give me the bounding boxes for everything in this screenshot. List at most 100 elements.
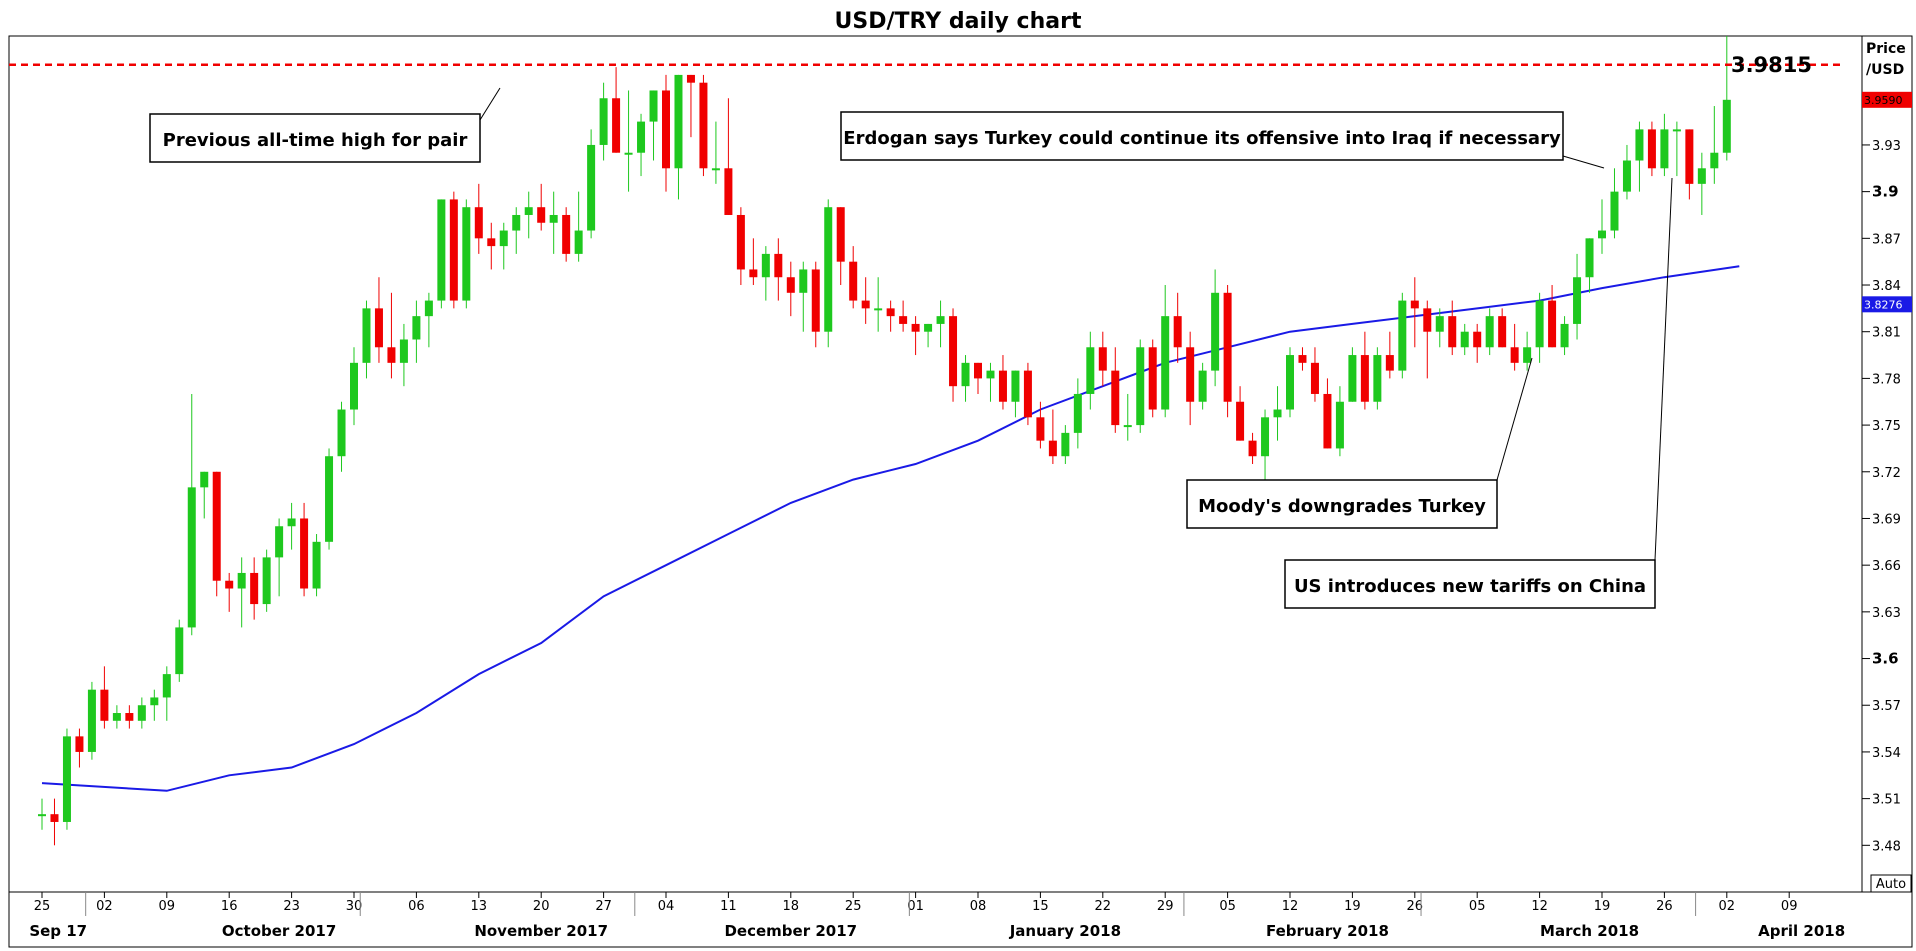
candle-body [175,627,184,675]
candle-body [362,308,371,363]
x-tick-label: 27 [595,899,612,914]
candle-body [1610,191,1619,231]
y-tick-label: 3.66 [1872,559,1901,574]
candle-body [1086,347,1095,394]
x-tick-label: 26 [1407,899,1424,914]
x-tick-label: 19 [1594,899,1611,914]
x-month-label: March 2018 [1540,922,1639,940]
annotation-erdogan-text: Erdogan says Turkey could continue its o… [843,128,1561,149]
candle-body [574,230,583,254]
x-month-label: January 2018 [1009,922,1121,940]
candle-body [237,572,246,589]
y-tick-label: 3.54 [1872,746,1901,761]
candle-body [1685,129,1694,184]
candle-body [1485,316,1494,348]
candle-body [62,736,71,822]
candle-body [162,674,171,698]
candle-body [724,168,733,215]
x-tick-label: 16 [221,899,238,914]
candle-body [1223,292,1232,402]
x-month-label: April 2018 [1758,922,1845,940]
candle-body [424,300,433,317]
candle-body [1136,347,1145,426]
candle-body [699,82,708,169]
candle-body [1335,401,1344,449]
candle-body [537,207,546,223]
y-tick-label: 3.87 [1872,232,1901,247]
candle-body [225,580,234,589]
y-tick-label: 3.84 [1872,279,1901,294]
candle-body [1261,417,1270,457]
candle-body [1573,277,1582,324]
annotation-ath-text: Previous all-time high for pair [163,130,468,151]
candle-body [1622,160,1631,192]
candle-body [899,316,908,324]
x-tick-label: 20 [533,899,550,914]
candle-body [1011,370,1020,402]
candles-layer [38,36,1731,846]
candle-body [1098,347,1107,371]
candle-body [374,308,383,348]
candle-body [562,214,571,254]
candle-body [936,316,945,324]
candle-body [112,713,121,721]
y-tick-label: 3.93 [1872,139,1901,154]
candle-body [1598,230,1606,239]
candle-body [824,207,833,332]
candle-body [749,269,758,278]
candle-body [275,526,284,558]
candle-body [1360,355,1369,402]
x-month-label: November 2017 [474,922,608,940]
y-axis-unit-line1: Price [1866,41,1906,57]
x-tick-label: 25 [845,899,862,914]
x-tick-label: 02 [96,899,113,914]
candle-body [1660,129,1669,169]
candle-body [212,471,221,581]
y-tick-label: 3.57 [1872,699,1901,714]
y-tick-label: 3.48 [1872,839,1901,854]
annotation-erdogan: Erdogan says Turkey could continue its o… [840,111,1605,169]
candle-body [499,230,508,247]
x-tick-label: 23 [283,899,300,914]
candle-body [350,362,358,410]
annotation-ath: Previous all-time high for pair [149,87,501,163]
candle-body [686,74,695,83]
candle-body [287,518,296,527]
y-tick-label: 3.9 [1872,183,1899,201]
candle-body [1498,316,1507,348]
y-tick-label: 3.51 [1872,793,1901,808]
candle-body [1298,355,1307,363]
candle-body [474,207,483,239]
candle-body [1373,355,1382,402]
candle-body [300,518,309,589]
candle-body [512,214,521,231]
y-tick-label: 3.75 [1872,419,1901,434]
candle-body [1585,238,1594,278]
candle-body [949,316,958,387]
annotation-tariffs: US introduces new tariffs on China [1284,177,1673,609]
ma-price-tag [1862,296,1912,313]
candle-body [1323,393,1332,449]
resistance-label: 3.9815 [1731,53,1812,77]
candle-body [100,689,109,721]
candle-body [1248,440,1257,457]
plot-area [8,35,1863,893]
x-tick-label: 02 [1719,899,1736,914]
candle-body [1173,316,1182,348]
x-tick-label: 04 [658,899,675,914]
candle-body [487,238,496,247]
x-tick-label: 05 [1219,899,1236,914]
candle-body [587,144,596,231]
candle-body [1036,417,1045,441]
candle-body [1310,362,1319,394]
candle-body [886,308,895,317]
candle-body [786,277,795,293]
x-tick-label: 11 [720,899,737,914]
candle-body [399,339,408,363]
candle-body [836,207,845,262]
candle-body [1710,152,1719,169]
auto-scale-button[interactable] [1870,874,1912,893]
candle-body [1473,331,1482,348]
x-tick-label: 25 [34,899,51,914]
x-tick-label: 09 [1781,899,1798,914]
